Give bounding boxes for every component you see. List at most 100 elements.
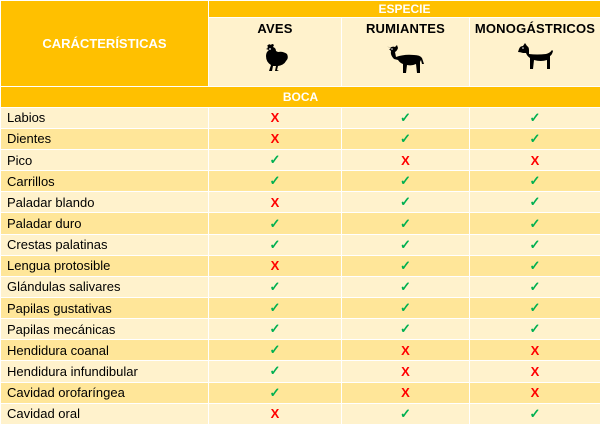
table-row: Papilas mecánicas ✓ ✓ ✓ — [0, 318, 600, 341]
check-icon: ✓ — [400, 109, 411, 125]
check-icon: ✓ — [529, 321, 541, 337]
check-icon: ✓ — [269, 384, 281, 400]
row-label: Cavidad oral — [0, 402, 209, 425]
check-icon: ✓ — [269, 152, 281, 168]
cross-icon: X — [530, 152, 540, 168]
row-label: Hendidura coanal — [0, 339, 209, 362]
check-icon: ✓ — [269, 342, 281, 358]
cell-aves: ✓ — [208, 170, 342, 193]
check-icon: ✓ — [269, 321, 281, 337]
cow-icon — [386, 45, 424, 74]
cell-rumiantes: X — [341, 339, 470, 362]
cell-rumiantes: ✓ — [341, 106, 470, 129]
cell-rumiantes: X — [341, 381, 470, 404]
cell-aves: ✓ — [208, 296, 342, 320]
cross-icon: X — [401, 363, 410, 379]
row-label: Dientes — [0, 127, 209, 151]
cell-monogastricos: X — [468, 360, 600, 383]
cell-aves: ✓ — [208, 339, 342, 362]
check-icon: ✓ — [400, 215, 411, 231]
table-row: Carrillos ✓ ✓ ✓ — [0, 170, 600, 193]
row-label: Lengua protosible — [0, 254, 209, 277]
chicken-icon — [266, 44, 288, 72]
cell-monogastricos: ✓ — [468, 233, 600, 256]
cell-aves: X — [208, 402, 342, 425]
cell-rumiantes: ✓ — [341, 275, 470, 299]
check-icon: ✓ — [400, 194, 411, 210]
cell-rumiantes: X — [341, 360, 470, 383]
cell-monogastricos: ✓ — [468, 191, 600, 214]
table-row: Hendidura coanal ✓ X X — [0, 339, 600, 362]
check-icon: ✓ — [400, 300, 411, 316]
table-row: Crestas palatinas ✓ ✓ ✓ — [0, 233, 600, 256]
cell-aves: ✓ — [208, 275, 342, 299]
cell-rumiantes: ✓ — [341, 233, 470, 256]
row-label: Hendidura infundibular — [0, 360, 209, 383]
cell-monogastricos: ✓ — [468, 402, 600, 425]
check-icon: ✓ — [529, 130, 541, 146]
species-header-monogastricos: MONOGÁSTRICOS — [468, 17, 600, 87]
row-label: Paladar duro — [0, 212, 209, 235]
cell-aves: X — [208, 254, 342, 277]
cell-aves: ✓ — [208, 318, 342, 341]
check-icon: ✓ — [400, 236, 411, 252]
cell-rumiantes: ✓ — [341, 170, 470, 193]
cell-rumiantes: ✓ — [341, 254, 470, 277]
row-label: Paladar blando — [0, 191, 209, 214]
cell-rumiantes: ✓ — [341, 191, 470, 214]
cell-aves: X — [208, 106, 342, 129]
cell-aves: X — [208, 127, 342, 151]
row-label: Papilas mecánicas — [0, 318, 209, 341]
cross-icon: X — [270, 131, 280, 147]
check-icon: ✓ — [529, 278, 541, 294]
cell-rumiantes: X — [341, 149, 470, 172]
check-icon: ✓ — [529, 257, 541, 273]
table-row: Pico ✓ X X — [0, 149, 600, 172]
row-label: Pico — [0, 149, 209, 172]
check-icon: ✓ — [529, 173, 541, 189]
check-icon: ✓ — [269, 215, 281, 231]
cross-icon: X — [530, 342, 540, 358]
table-row: Hendidura infundibular ✓ X X — [0, 360, 600, 383]
species-name-rumiantes: RUMIANTES — [365, 21, 446, 37]
cell-monogastricos: ✓ — [468, 170, 600, 193]
cross-icon: X — [270, 406, 280, 422]
cell-monogastricos: ✓ — [468, 254, 600, 277]
cell-rumiantes: ✓ — [341, 402, 470, 425]
cell-aves: ✓ — [208, 360, 342, 383]
cross-icon: X — [270, 194, 280, 210]
species-name-aves: AVES — [257, 21, 293, 37]
cell-monogastricos: ✓ — [468, 212, 600, 235]
cross-icon: X — [401, 385, 410, 401]
cell-monogastricos: ✓ — [468, 318, 600, 341]
species-header-aves: AVES — [208, 17, 342, 87]
cell-aves: ✓ — [208, 381, 342, 404]
cell-rumiantes: ✓ — [341, 296, 470, 320]
cell-monogastricos: X — [468, 149, 600, 172]
check-icon: ✓ — [400, 278, 411, 294]
check-icon: ✓ — [400, 321, 411, 337]
cross-icon: X — [270, 258, 280, 274]
cross-icon: X — [530, 363, 540, 379]
cell-rumiantes: ✓ — [341, 212, 470, 235]
check-icon: ✓ — [529, 236, 541, 252]
check-icon: ✓ — [400, 130, 411, 146]
cell-aves: ✓ — [208, 149, 342, 172]
cross-icon: X — [270, 110, 280, 126]
check-icon: ✓ — [269, 278, 281, 294]
row-label: Cavidad orofaríngea — [0, 381, 209, 404]
check-icon: ✓ — [400, 173, 411, 189]
check-icon: ✓ — [269, 173, 281, 189]
table-row: Paladar blando X ✓ ✓ — [0, 191, 600, 214]
cross-icon: X — [530, 385, 540, 401]
table-row: Cavidad orofaríngea ✓ X X — [0, 381, 600, 404]
section-header-boca: BOCA — [0, 85, 600, 108]
cell-monogastricos: ✓ — [468, 106, 600, 129]
cell-monogastricos: X — [468, 381, 600, 404]
row-label: Labios — [0, 106, 209, 129]
cell-aves: X — [208, 191, 342, 214]
cell-rumiantes: ✓ — [341, 318, 470, 341]
check-icon: ✓ — [529, 300, 541, 316]
cell-rumiantes: ✓ — [341, 127, 470, 151]
